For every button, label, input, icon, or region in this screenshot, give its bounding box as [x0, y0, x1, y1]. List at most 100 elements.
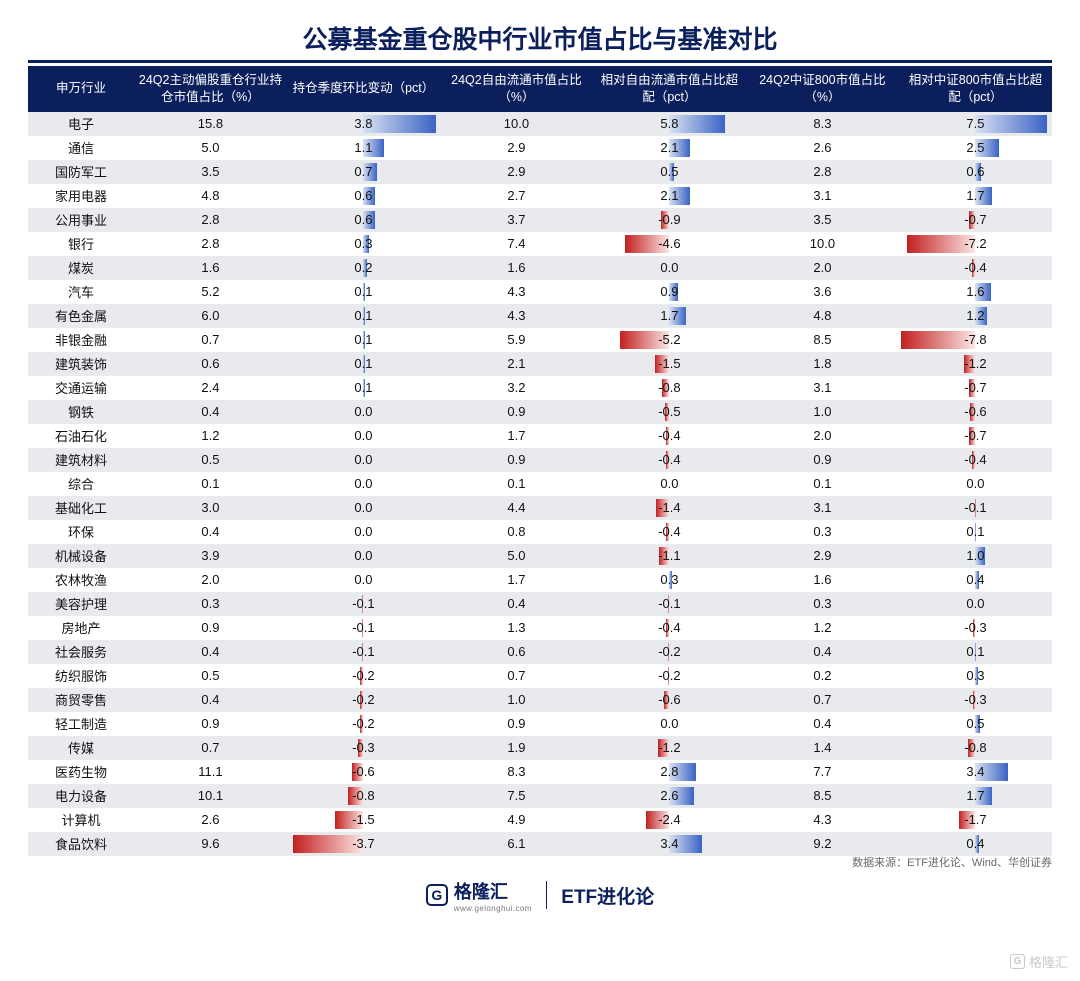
- industry-name: 建筑装饰: [28, 352, 134, 376]
- value-cell: 1.6: [134, 256, 287, 280]
- bar-cell: 0.0: [899, 472, 1052, 496]
- bar-cell: 0.0: [287, 472, 440, 496]
- value-cell: 0.3: [746, 592, 899, 616]
- value-cell: 0.5: [134, 448, 287, 472]
- bar-cell: 3.4: [899, 760, 1052, 784]
- watermark-g-icon: G: [1010, 954, 1025, 969]
- value-cell: 9.6: [134, 832, 287, 856]
- bar-cell: -0.1: [287, 592, 440, 616]
- bar-cell: -0.2: [287, 712, 440, 736]
- industry-name: 纺织服饰: [28, 664, 134, 688]
- value-cell: 3.5: [134, 160, 287, 184]
- value-cell: 10.0: [746, 232, 899, 256]
- value-cell: 5.0: [440, 544, 593, 568]
- value-cell: 0.1: [440, 472, 593, 496]
- value-cell: 1.2: [746, 616, 899, 640]
- value-cell: 0.7: [746, 688, 899, 712]
- bar-cell: -0.1: [899, 496, 1052, 520]
- value-cell: 0.4: [134, 400, 287, 424]
- value-cell: 4.8: [134, 184, 287, 208]
- value-cell: 2.1: [440, 352, 593, 376]
- bar-cell: -0.4: [593, 520, 746, 544]
- bar-cell: 0.3: [899, 664, 1052, 688]
- bar-cell: 2.8: [593, 760, 746, 784]
- industry-name: 有色金属: [28, 304, 134, 328]
- value-cell: 3.5: [746, 208, 899, 232]
- bar-cell: 2.6: [593, 784, 746, 808]
- bar-cell: -0.2: [593, 640, 746, 664]
- value-cell: 2.8: [134, 208, 287, 232]
- table-row: 计算机2.6-1.54.9-2.44.3-1.7: [28, 808, 1052, 832]
- value-cell: 6.1: [440, 832, 593, 856]
- table-row: 非银金融0.70.15.9-5.28.5-7.8: [28, 328, 1052, 352]
- value-cell: 0.7: [134, 736, 287, 760]
- bar-cell: 0.0: [287, 568, 440, 592]
- value-cell: 0.1: [134, 472, 287, 496]
- value-cell: 0.4: [746, 640, 899, 664]
- table-row: 石油石化1.20.01.7-0.42.0-0.7: [28, 424, 1052, 448]
- table-row: 机械设备3.90.05.0-1.12.91.0: [28, 544, 1052, 568]
- bar-cell: -0.8: [899, 736, 1052, 760]
- bar-cell: -0.3: [287, 736, 440, 760]
- bar-cell: 0.0: [287, 400, 440, 424]
- table-row: 钢铁0.40.00.9-0.51.0-0.6: [28, 400, 1052, 424]
- bar-cell: -0.2: [287, 688, 440, 712]
- table-body: 电子15.83.810.05.88.37.5通信5.01.12.92.12.62…: [28, 112, 1052, 856]
- value-cell: 1.4: [746, 736, 899, 760]
- table-row: 农林牧渔2.00.01.70.31.60.4: [28, 568, 1052, 592]
- bar-cell: 0.1: [899, 520, 1052, 544]
- bar-cell: 1.2: [899, 304, 1052, 328]
- value-cell: 2.6: [134, 808, 287, 832]
- industry-name: 公用事业: [28, 208, 134, 232]
- value-cell: 7.4: [440, 232, 593, 256]
- bar-cell: -0.1: [287, 640, 440, 664]
- bar-cell: -0.2: [287, 664, 440, 688]
- industry-name: 计算机: [28, 808, 134, 832]
- main-table: 申万行业 24Q2主动偏股重仓行业持仓市值占比（%） 持仓季度环比变动（pct）…: [28, 66, 1052, 856]
- bar-cell: 0.3: [287, 232, 440, 256]
- table-row: 有色金属6.00.14.31.74.81.2: [28, 304, 1052, 328]
- value-cell: 0.6: [134, 352, 287, 376]
- bar-cell: 0.1: [287, 304, 440, 328]
- bar-cell: 0.1: [899, 640, 1052, 664]
- industry-name: 通信: [28, 136, 134, 160]
- footer: G 格隆汇 www.gelonghui.com ETF进化论: [28, 878, 1052, 913]
- table-row: 环保0.40.00.8-0.40.30.1: [28, 520, 1052, 544]
- value-cell: 0.5: [134, 664, 287, 688]
- bar-cell: -1.2: [593, 736, 746, 760]
- value-cell: 0.1: [746, 472, 899, 496]
- bar-cell: 0.5: [593, 160, 746, 184]
- bar-cell: -0.6: [287, 760, 440, 784]
- bar-cell: 1.7: [899, 184, 1052, 208]
- value-cell: 5.0: [134, 136, 287, 160]
- value-cell: 2.6: [746, 136, 899, 160]
- table-row: 商贸零售0.4-0.21.0-0.60.7-0.3: [28, 688, 1052, 712]
- table-row: 国防军工3.50.72.90.52.80.6: [28, 160, 1052, 184]
- bar-cell: 0.6: [287, 184, 440, 208]
- bar-cell: -0.8: [287, 784, 440, 808]
- th-csi800-over: 相对中证800市值占比超配（pct）: [899, 66, 1052, 112]
- value-cell: 0.3: [134, 592, 287, 616]
- table-row: 通信5.01.12.92.12.62.5: [28, 136, 1052, 160]
- bar-cell: -0.3: [899, 616, 1052, 640]
- value-cell: 1.3: [440, 616, 593, 640]
- industry-name: 钢铁: [28, 400, 134, 424]
- bar-cell: -0.4: [899, 256, 1052, 280]
- industry-name: 商贸零售: [28, 688, 134, 712]
- bar-cell: 0.6: [899, 160, 1052, 184]
- bar-cell: 0.0: [287, 448, 440, 472]
- value-cell: 3.1: [746, 184, 899, 208]
- bar-cell: -0.4: [593, 616, 746, 640]
- gelonghui-logo: G 格隆汇 www.gelonghui.com: [426, 878, 532, 913]
- value-cell: 3.6: [746, 280, 899, 304]
- bar-cell: -3.7: [287, 832, 440, 856]
- bar-cell: 0.0: [287, 496, 440, 520]
- value-cell: 3.1: [746, 496, 899, 520]
- bar-cell: -1.5: [593, 352, 746, 376]
- bar-cell: -0.8: [593, 376, 746, 400]
- table-row: 基础化工3.00.04.4-1.43.1-0.1: [28, 496, 1052, 520]
- table-row: 家用电器4.80.62.72.13.11.7: [28, 184, 1052, 208]
- watermark-text: 格隆汇: [1029, 952, 1068, 971]
- bar-cell: 2.5: [899, 136, 1052, 160]
- industry-name: 社会服务: [28, 640, 134, 664]
